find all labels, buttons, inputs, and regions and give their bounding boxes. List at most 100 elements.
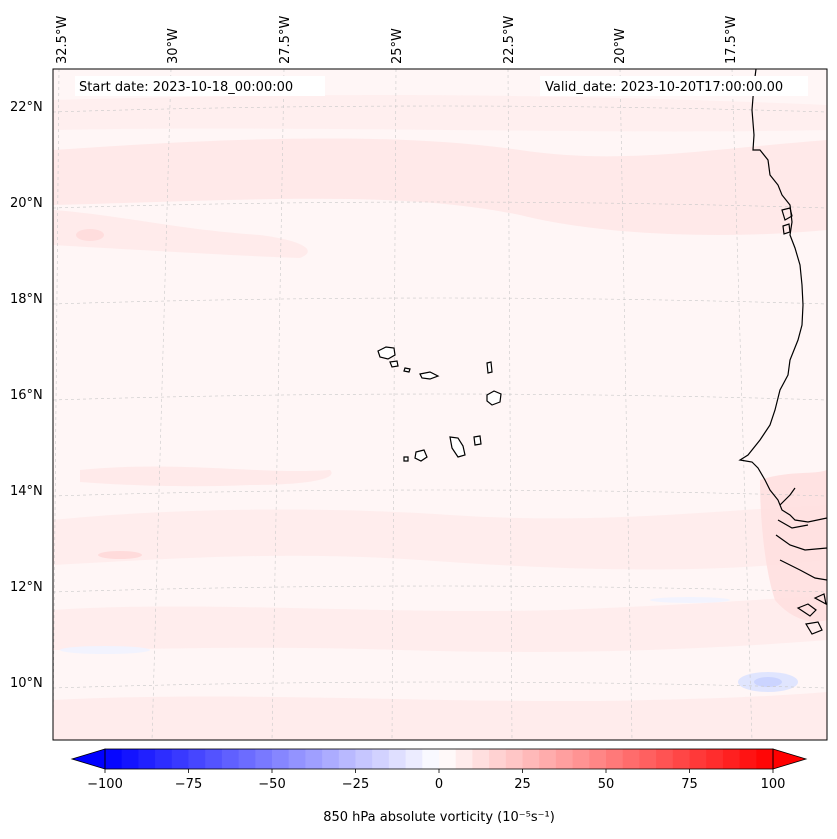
colorbar-cell <box>639 749 657 769</box>
colorbar-cell <box>455 749 473 769</box>
vorticity-field <box>53 95 827 740</box>
parallel-16n <box>53 393 827 401</box>
small-positive-spot-1 <box>98 551 142 559</box>
lat-label-10n: 10°N <box>10 676 43 691</box>
lat-label-12n: 12°N <box>10 580 43 595</box>
island-santiago <box>449 436 466 458</box>
graticule <box>53 69 827 740</box>
mid-weak-streak <box>80 466 332 487</box>
colorbar-cells <box>105 749 774 769</box>
island-maio <box>473 435 482 446</box>
colorbar-cell <box>555 749 573 769</box>
colorbar-cell <box>572 749 590 769</box>
island-sao-nicolau <box>419 371 440 380</box>
colorbar-cell <box>505 749 523 769</box>
colorbar-cell <box>489 749 507 769</box>
island-santa-luzia <box>403 367 411 373</box>
parallel-14n <box>53 489 827 497</box>
colorbar-tick-label: 25 <box>514 777 531 792</box>
colorbar-cell <box>706 749 724 769</box>
lat-label-20n: 20°N <box>10 196 43 211</box>
lon-label-17-5w: 17.5°W <box>724 16 739 64</box>
colorbar-cell <box>722 749 740 769</box>
colorbar-tick-label: 50 <box>598 777 615 792</box>
colorbar-cell <box>121 749 139 769</box>
lon-label-32-5w: 32.5°W <box>55 16 70 64</box>
african-coastline <box>738 69 827 523</box>
colorbar-tick-label: −50 <box>258 777 285 792</box>
meridian-25w <box>391 69 397 740</box>
colorbar-cell <box>205 749 223 769</box>
colorbar-cell <box>606 749 624 769</box>
colorbar-cell <box>255 749 273 769</box>
start-date-label: Start date: 2023-10-18_00:00:00 <box>79 80 293 95</box>
colorbar-cell <box>322 749 340 769</box>
senegal-inlet <box>775 487 827 581</box>
lat-label-14n: 14°N <box>10 484 43 499</box>
colorbar-cell <box>472 749 490 769</box>
colorbar-cell <box>372 749 390 769</box>
island-brava <box>403 456 409 462</box>
meridian-32-5w <box>53 69 60 740</box>
parallel-10n <box>53 681 827 689</box>
south-positive-band <box>53 595 827 652</box>
colorbar-tick-label: −100 <box>87 777 123 792</box>
longitude-labels: 32.5°W 30°W 27.5°W 25°W 22.5°W 20°W 17.5… <box>55 16 739 64</box>
colorbar-tick-label: 75 <box>681 777 698 792</box>
start-label-box <box>75 76 325 96</box>
colorbar-cell <box>405 749 423 769</box>
small-negative-streak-2 <box>650 597 730 603</box>
meridian-22-5w <box>507 69 513 740</box>
meridian-30w <box>151 69 172 740</box>
lon-label-25w: 25°W <box>390 28 405 64</box>
colorbar-cell <box>338 749 356 769</box>
small-positive-spot-2 <box>76 229 104 241</box>
colorbar-cell <box>188 749 206 769</box>
valid-date-label: Valid_date: 2023-10-20T17:00:00.00 <box>545 80 783 95</box>
meridian-20w <box>619 69 633 740</box>
map-panel <box>53 69 827 740</box>
colorbar-cell <box>221 749 239 769</box>
valid-label-box <box>540 76 808 96</box>
colorbar-cell <box>272 749 290 769</box>
northern-positive-band <box>53 138 827 235</box>
lat-label-18n: 18°N <box>10 292 43 307</box>
colorbar-cell <box>539 749 557 769</box>
parallel-12n <box>53 585 827 593</box>
southeast-negative-core <box>754 677 782 687</box>
colorbar-cell <box>656 749 674 769</box>
island-boa-vista <box>486 390 502 406</box>
guinea-bissau-islands <box>796 593 827 635</box>
lon-label-20w: 20°W <box>613 28 628 64</box>
lon-label-22-5w: 22.5°W <box>502 16 517 64</box>
colorbar-min-extension <box>70 748 106 770</box>
colorbar-cell <box>388 749 406 769</box>
meridian-27-5w <box>271 69 285 740</box>
colorbar-ticks: −100 −75 −50 −25 0 25 50 75 100 <box>87 769 785 792</box>
map-frame <box>52 68 828 741</box>
island-sal <box>486 361 493 374</box>
colorbar-label: 850 hPa absolute vorticity (10⁻⁵s⁻¹) <box>323 810 555 825</box>
colorbar-cell <box>288 749 306 769</box>
colorbar-cell <box>105 749 123 769</box>
southern-bottom-band <box>53 692 827 740</box>
latitude-labels: 22°N 20°N 18°N 16°N 14°N 12°N 10°N <box>10 100 43 691</box>
island-fogo <box>414 449 428 462</box>
parallel-22n <box>53 105 827 113</box>
colorbar-cell <box>422 749 440 769</box>
equatorward-band <box>53 505 827 570</box>
parallel-20n <box>53 201 827 209</box>
meridian-17-5w <box>731 69 753 740</box>
lat-label-16n: 16°N <box>10 388 43 403</box>
colorbar-cell <box>756 749 774 769</box>
lat-label-22n: 22°N <box>10 100 43 115</box>
coastal-island <box>781 207 793 235</box>
cape-verde-islands <box>377 346 502 462</box>
colorbar-tick-label: 0 <box>435 777 443 792</box>
colorbar-tick-label: 100 <box>761 777 786 792</box>
lon-label-30w: 30°W <box>166 28 181 64</box>
colorbar-cell <box>689 749 707 769</box>
colorbar-cell <box>739 749 757 769</box>
colorbar-cell <box>672 749 690 769</box>
